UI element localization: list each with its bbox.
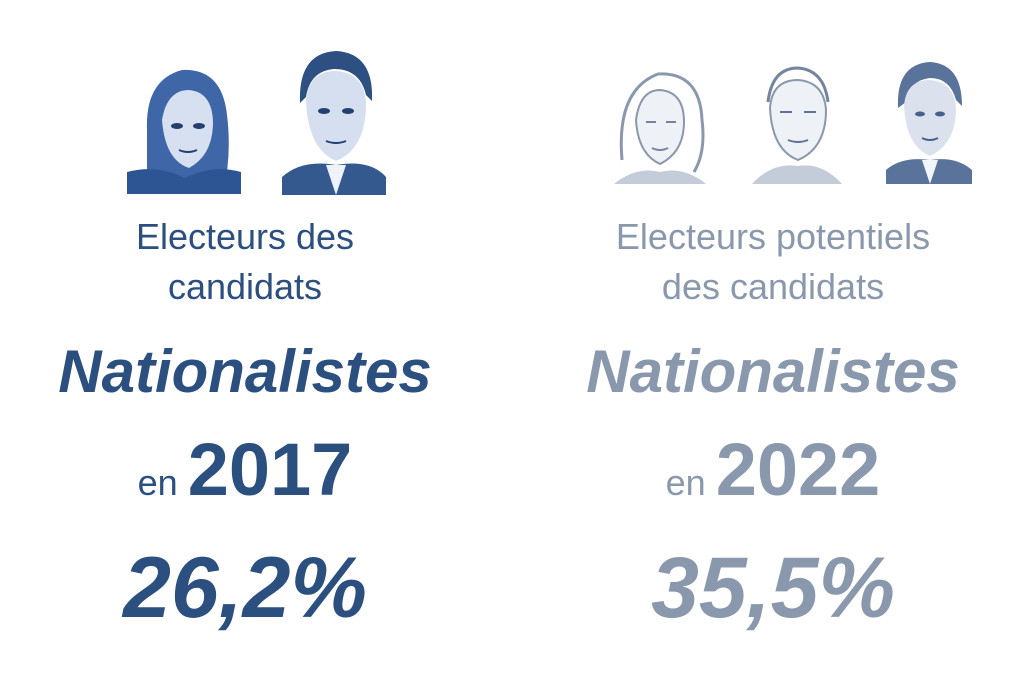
percent-2017: 26,2% [123,540,367,636]
subtitle-line-1: Electeurs des [135,216,355,257]
subtitle-line-2: candidats [167,266,323,307]
year-2022: 2022 [715,428,881,511]
man-portrait-icon [282,45,386,195]
year-2017: 2017 [187,428,353,511]
percent-2022: 35,5% [651,540,895,636]
woman-portrait-icon [127,60,241,194]
man-portrait-icon [886,58,972,184]
subtitle-2022: Electeurs potentiels des candidats [548,212,998,312]
en-label: en [137,462,178,503]
woman-portrait-sketch-icon [610,60,710,184]
portraits-2022 [548,0,998,200]
en-label: en [665,462,706,503]
man-portrait-sketch-icon [750,62,844,184]
year-line-2017: en 2017 [20,428,470,525]
portraits-2017 [20,0,470,200]
panel-2017: Electeurs des candidats Nationalistes en… [20,0,470,700]
year-line-2022: en 2022 [548,428,998,525]
subtitle-2017: Electeurs des candidats [20,212,470,312]
keyword-2017: Nationalistes [58,338,432,405]
subtitle-line-2: des candidats [661,266,885,307]
keyword-2022: Nationalistes [586,338,960,405]
panel-2022: Electeurs potentiels des candidats Natio… [548,0,998,700]
subtitle-line-1: Electeurs potentiels [615,216,931,257]
